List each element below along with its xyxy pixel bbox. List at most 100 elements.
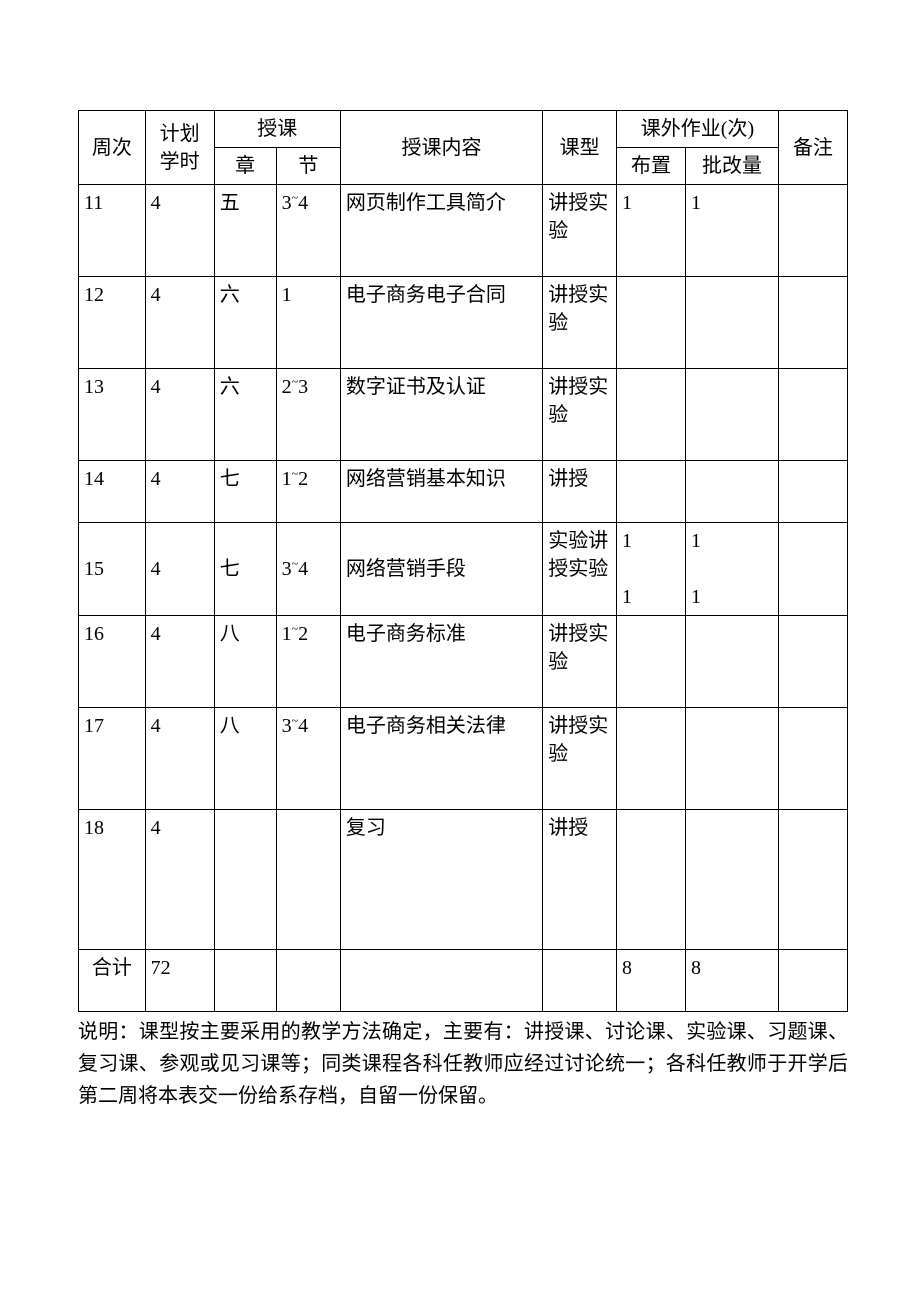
cell-type: 讲授实验 (543, 616, 617, 708)
footer-note: 说明：课型按主要采用的教学方法确定，主要有：讲授课、讨论课、实验课、习题课、复习… (78, 1016, 848, 1112)
cell-assign (617, 708, 686, 810)
total-hours: 72 (145, 950, 214, 1012)
cell-sect: 1~2 (276, 616, 340, 708)
header-correct: 批改量 (686, 148, 779, 185)
header-type: 课型 (543, 111, 617, 185)
header-chapter: 章 (214, 148, 276, 185)
cell-hours: 4 (145, 185, 214, 277)
cell-sect: 3~4 (276, 523, 340, 616)
cell-chap: 五 (214, 185, 276, 277)
cell-content: 网络营销基本知识 (340, 461, 542, 523)
cell-type: 讲授实验 (543, 369, 617, 461)
cell-note (778, 461, 847, 523)
header-assign: 布置 (617, 148, 686, 185)
table-row: 18 4 复习 讲授 (79, 810, 848, 950)
total-type (543, 950, 617, 1012)
total-label: 合计 (79, 950, 146, 1012)
cell-correct: 1 (686, 185, 779, 277)
cell-type: 讲授 (543, 810, 617, 950)
cell-week: 16 (79, 616, 146, 708)
cell-sect: 1 (276, 277, 340, 369)
cell-note (778, 185, 847, 277)
cell-week: 11 (79, 185, 146, 277)
header-homework: 课外作业(次) (617, 111, 779, 148)
cell-sect: 3~4 (276, 708, 340, 810)
header-week: 周次 (79, 111, 146, 185)
header-content: 授课内容 (340, 111, 542, 185)
cell-hours: 4 (145, 523, 214, 616)
cell-correct (686, 616, 779, 708)
cell-hours: 4 (145, 461, 214, 523)
total-row: 合计 72 8 8 (79, 950, 848, 1012)
cell-week: 12 (79, 277, 146, 369)
header-section: 节 (276, 148, 340, 185)
cell-chap: 七 (214, 461, 276, 523)
cell-assign (617, 616, 686, 708)
total-sect (276, 950, 340, 1012)
cell-correct (686, 461, 779, 523)
cell-assign (617, 810, 686, 950)
cell-note (778, 523, 847, 616)
cell-type: 讲授 (543, 461, 617, 523)
cell-hours: 4 (145, 810, 214, 950)
cell-content: 电子商务标准 (340, 616, 542, 708)
cell-hours: 4 (145, 708, 214, 810)
cell-type: 实验讲授实验 (543, 523, 617, 616)
cell-content: 电子商务电子合同 (340, 277, 542, 369)
cell-assign: 11 (617, 523, 686, 616)
cell-week: 18 (79, 810, 146, 950)
schedule-table: 周次 计划学时 授课 授课内容 课型 课外作业(次) 备注 章 节 布置 批改量… (78, 110, 848, 1012)
cell-correct (686, 810, 779, 950)
cell-type: 讲授实验 (543, 185, 617, 277)
cell-assign: 1 (617, 185, 686, 277)
cell-content: 数字证书及认证 (340, 369, 542, 461)
cell-content: 网页制作工具简介 (340, 185, 542, 277)
cell-hours: 4 (145, 616, 214, 708)
cell-assign (617, 369, 686, 461)
cell-correct: 11 (686, 523, 779, 616)
header-note: 备注 (778, 111, 847, 185)
cell-note (778, 708, 847, 810)
header-row-1: 周次 计划学时 授课 授课内容 课型 课外作业(次) 备注 (79, 111, 848, 148)
cell-content: 网络营销手段 (340, 523, 542, 616)
cell-hours: 4 (145, 369, 214, 461)
total-content (340, 950, 542, 1012)
cell-correct (686, 369, 779, 461)
table-row: 17 4 八 3~4 电子商务相关法律 讲授实验 (79, 708, 848, 810)
table-row: 11 4 五 3~4 网页制作工具简介 讲授实验 1 1 (79, 185, 848, 277)
total-chap (214, 950, 276, 1012)
cell-chap: 八 (214, 708, 276, 810)
cell-type: 讲授实验 (543, 708, 617, 810)
cell-sect (276, 810, 340, 950)
total-note (778, 950, 847, 1012)
cell-chap: 六 (214, 369, 276, 461)
cell-sect: 2~3 (276, 369, 340, 461)
table-row: 14 4 七 1~2 网络营销基本知识 讲授 (79, 461, 848, 523)
cell-sect: 3~4 (276, 185, 340, 277)
header-teaching: 授课 (214, 111, 340, 148)
cell-chap: 七 (214, 523, 276, 616)
header-hours: 计划学时 (145, 111, 214, 185)
cell-note (778, 810, 847, 950)
table-row: 12 4 六 1 电子商务电子合同 讲授实验 (79, 277, 848, 369)
cell-note (778, 369, 847, 461)
cell-chap: 八 (214, 616, 276, 708)
cell-assign (617, 277, 686, 369)
cell-chap: 六 (214, 277, 276, 369)
cell-content: 复习 (340, 810, 542, 950)
cell-sect: 1~2 (276, 461, 340, 523)
cell-type: 讲授实验 (543, 277, 617, 369)
cell-content: 电子商务相关法律 (340, 708, 542, 810)
cell-assign (617, 461, 686, 523)
cell-correct (686, 277, 779, 369)
cell-week: 14 (79, 461, 146, 523)
cell-note (778, 616, 847, 708)
cell-week: 15 (79, 523, 146, 616)
cell-note (778, 277, 847, 369)
table-row: 15 4 七 3~4 网络营销手段 实验讲授实验 11 11 (79, 523, 848, 616)
total-correct: 8 (686, 950, 779, 1012)
cell-hours: 4 (145, 277, 214, 369)
table-row: 13 4 六 2~3 数字证书及认证 讲授实验 (79, 369, 848, 461)
table-row: 16 4 八 1~2 电子商务标准 讲授实验 (79, 616, 848, 708)
total-assign: 8 (617, 950, 686, 1012)
